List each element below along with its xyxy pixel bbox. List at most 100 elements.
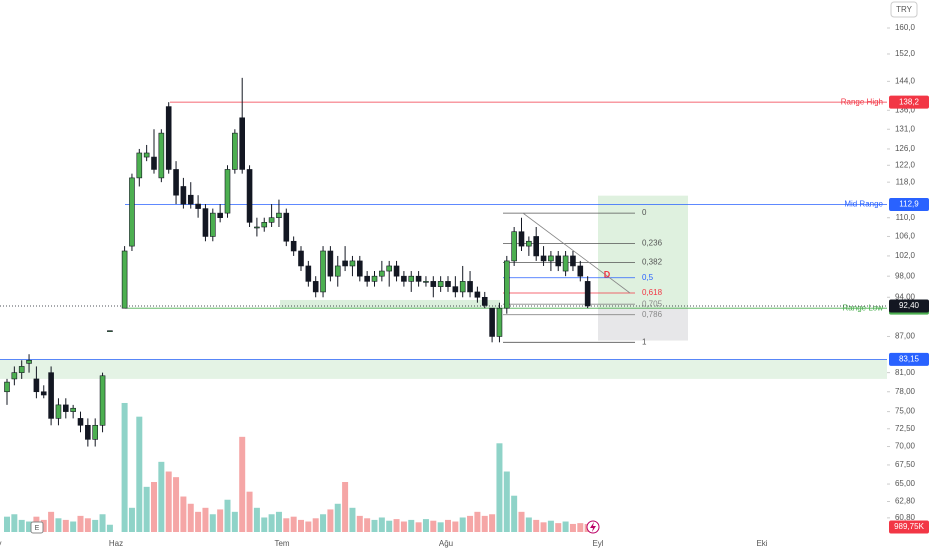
y-tick-label: 122,0 (895, 160, 916, 169)
fib-label: 0,236 (642, 239, 663, 248)
volume-bar (261, 517, 268, 532)
candle-body (371, 275, 378, 282)
candle-body (4, 381, 10, 393)
volume-bar (136, 416, 143, 532)
candle-body (584, 281, 591, 307)
candle-body (85, 424, 91, 440)
volume-bar (422, 519, 429, 532)
volume-bar (386, 520, 393, 532)
candle-body (26, 359, 32, 364)
candle-body (129, 177, 135, 247)
volume-bar (239, 436, 246, 532)
y-tick-label: 136,0 (895, 105, 916, 114)
candle-body (320, 250, 326, 293)
candle-body (386, 265, 393, 272)
volume-bar (371, 519, 378, 532)
fib-label: 0,618 (642, 288, 663, 297)
candle-body (430, 281, 437, 287)
candle-body (452, 286, 459, 293)
candle-body (107, 330, 113, 332)
volume-bar (547, 520, 554, 532)
volume-bar (18, 519, 25, 532)
candle-body (92, 424, 98, 440)
volume-bar (99, 514, 106, 532)
volume-bar (467, 515, 474, 532)
candle-body (268, 217, 275, 223)
y-tick-label: 67,50 (895, 460, 916, 469)
volume-bar (408, 519, 415, 532)
fib-label: 0,382 (642, 258, 663, 267)
volume-bar (209, 514, 216, 532)
candle-body (467, 281, 473, 293)
y-tick-label: 62,80 (895, 497, 916, 506)
volume-bar (474, 511, 481, 532)
y-tick-label: 110,0 (896, 213, 916, 222)
volume-bar (312, 518, 319, 532)
button[interactable] (30, 521, 44, 534)
volume-bar (496, 443, 503, 532)
volume-bar (298, 519, 304, 532)
x-tick-label: Tem (274, 539, 289, 548)
volume-bar (84, 518, 91, 532)
volume-bar (290, 516, 297, 532)
volume-bar (92, 519, 99, 532)
volume-bar (4, 516, 10, 532)
candle-body (540, 255, 547, 262)
candle-body (570, 255, 576, 267)
price-tag-label: 92,40 (899, 301, 920, 310)
price-tag (889, 198, 929, 212)
candle-body (121, 250, 128, 309)
candle-body (151, 156, 157, 170)
candle-body (276, 212, 282, 219)
fib-label: 0,5 (642, 273, 654, 282)
range-zone (280, 299, 500, 309)
x-tick-label: May (0, 539, 2, 548)
x-tick-label: Eyl (592, 539, 603, 548)
x-tick-label: Ağu (439, 539, 453, 548)
candle-body (143, 152, 150, 158)
marker: D (604, 269, 611, 279)
candle-body (342, 260, 348, 267)
price-tag-label: 138,2 (899, 97, 920, 106)
currency[interactable]: TRY (896, 5, 913, 14)
candle-body (165, 106, 172, 170)
currency-box[interactable] (890, 1, 918, 18)
y-tick-label: 94,00 (895, 292, 916, 301)
volume-bar (246, 491, 253, 532)
volume-bar (459, 517, 466, 532)
candle-body (217, 212, 223, 219)
volume-bar (26, 521, 33, 532)
y-tick-label: 98,00 (895, 271, 916, 280)
candle-body (261, 222, 268, 228)
volume-bar (202, 507, 209, 532)
volume-bar (320, 514, 327, 532)
volume-bar (224, 499, 231, 532)
volume-bar (356, 515, 363, 532)
y-tick-label: 152,0 (895, 49, 916, 58)
candle-body (511, 231, 517, 262)
price-tag (889, 95, 929, 109)
candle-body (195, 203, 201, 209)
y-tick-label: 87,00 (895, 332, 916, 341)
candle-body (562, 255, 569, 272)
volume-bar (518, 511, 525, 532)
volume-bar (525, 517, 532, 532)
y-tick-label: 106,0 (895, 232, 916, 241)
candle-body (518, 231, 525, 247)
volume-bar (445, 519, 451, 532)
button-label[interactable]: E (35, 525, 40, 532)
price-tag (889, 299, 929, 313)
candle-body (474, 291, 481, 298)
volume-bar (481, 515, 488, 532)
candle-body (70, 407, 76, 412)
volume-bar (55, 518, 62, 532)
candle-body (224, 169, 231, 214)
candle-body (393, 265, 400, 277)
volume-bar (327, 509, 334, 532)
candle-body (577, 265, 584, 277)
y-tick-label: 131,0 (895, 124, 916, 133)
candle-body (173, 169, 179, 196)
volume-bar (253, 507, 260, 532)
y-tick-label: 72,50 (895, 424, 916, 433)
